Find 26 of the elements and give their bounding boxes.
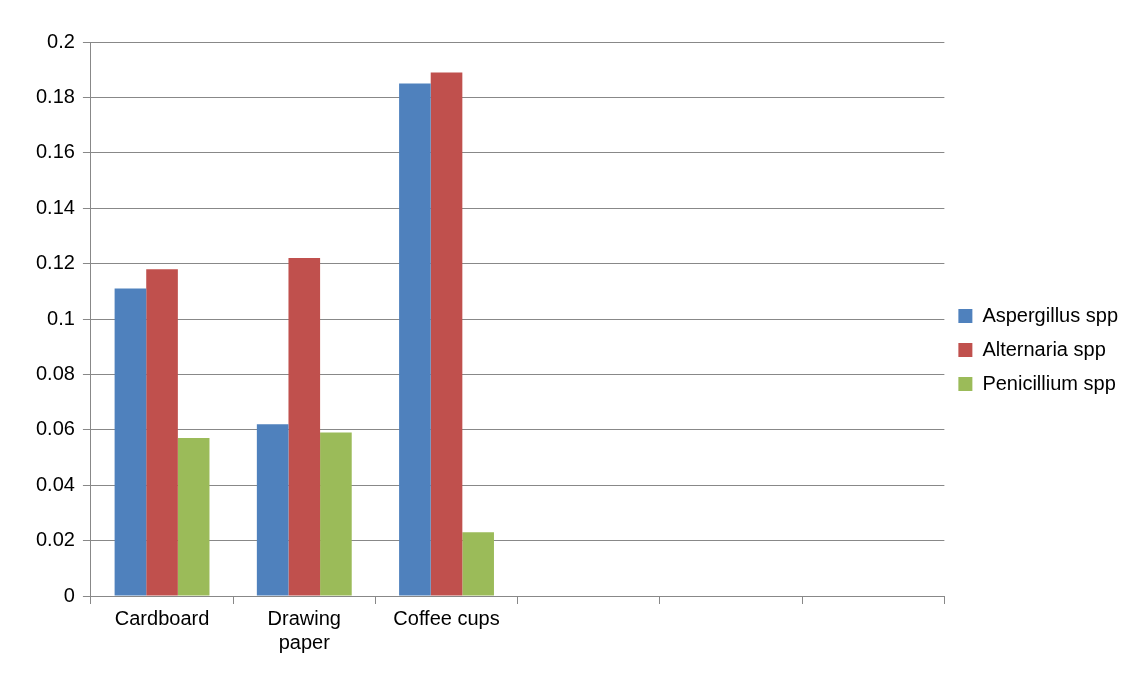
y-tick-label: 0.04: [35, 472, 75, 495]
bar: [256, 424, 289, 596]
legend-label: Aspergillus spp: [982, 303, 1118, 326]
bar: [320, 432, 352, 596]
bar: [146, 269, 178, 596]
y-tick-label: 0.2: [47, 29, 75, 52]
legend-label: Alternaria spp: [982, 337, 1106, 360]
bar: [177, 438, 210, 596]
y-tick-label: 0.02: [35, 528, 75, 551]
x-tick-label: Cardboard: [114, 606, 210, 629]
bar: [399, 83, 431, 596]
y-tick-label: 0: [63, 583, 75, 606]
legend-label: Penicillium spp: [982, 371, 1116, 394]
y-tick-label: 0.14: [35, 195, 75, 218]
x-tick-label: Coffee cups: [393, 606, 500, 629]
y-tick-label: 0.18: [35, 84, 75, 107]
y-tick-label: 0.12: [35, 251, 75, 274]
bar: [430, 72, 463, 596]
y-tick-label: 0.1: [47, 306, 75, 329]
x-tick-label: Drawing paper: [267, 606, 341, 653]
y-tick-label: 0.08: [35, 361, 75, 384]
bar: [114, 288, 147, 596]
bar: [288, 258, 321, 596]
bar: [462, 532, 494, 596]
y-tick-label: 0.06: [35, 417, 75, 440]
y-tick-label: 0.16: [35, 140, 75, 163]
